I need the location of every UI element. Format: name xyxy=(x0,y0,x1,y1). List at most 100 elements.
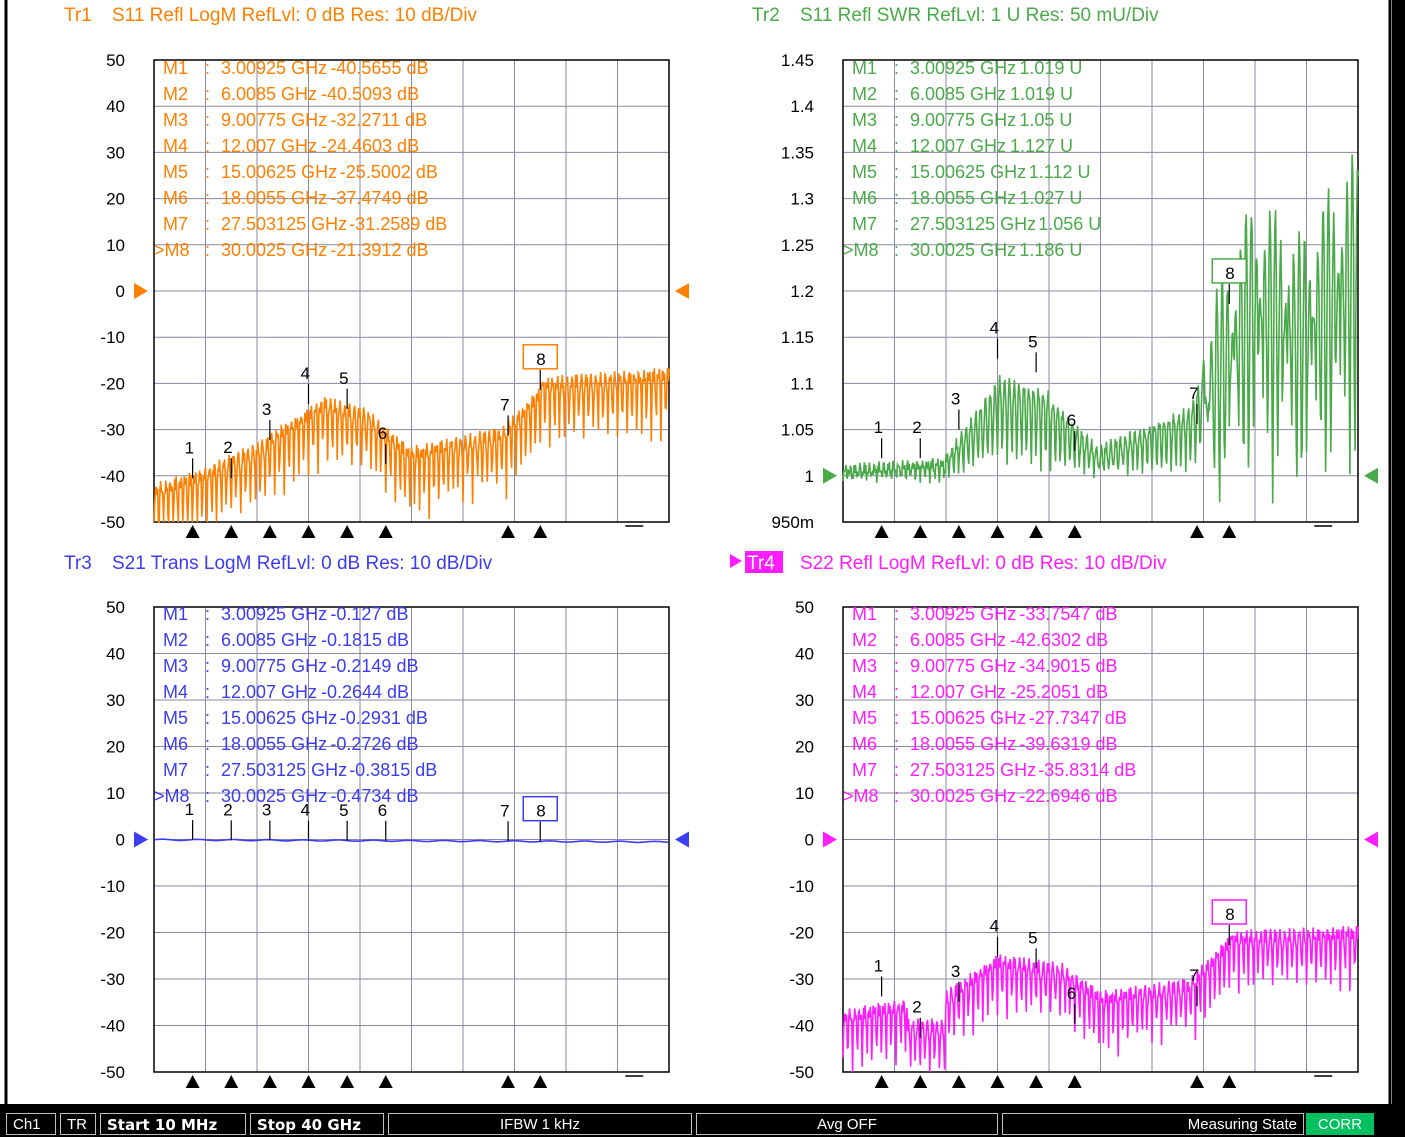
marker-list-frequency: 6.0085 GHz xyxy=(910,630,1006,650)
marker-list-frequency: 6.0085 GHz xyxy=(221,630,317,650)
grid xyxy=(843,607,1358,1072)
marker-position-triangle xyxy=(1067,525,1082,538)
marker-number: 8 xyxy=(1225,264,1234,283)
marker-number: 3 xyxy=(951,390,960,409)
y-tick-label: 1.15 xyxy=(781,328,814,347)
marker-number: 2 xyxy=(223,800,232,819)
marker-position-triangle xyxy=(501,1075,516,1088)
markers: 1 2 3 4 5 6 7 8 xyxy=(874,258,1247,538)
marker-list-value: -32.2711 dB xyxy=(330,110,427,130)
marker-number: 5 xyxy=(339,369,348,388)
trace-description: S11 Refl LogM RefLvl: 0 dB Res: 10 dB/Di… xyxy=(112,5,478,26)
marker-list-label: M3 xyxy=(163,656,188,676)
marker-list-separator: : xyxy=(894,604,899,624)
marker-list-frequency: 15.00625 GHz xyxy=(910,708,1026,728)
y-tick-label: -10 xyxy=(100,877,125,896)
y-tick-label: 50 xyxy=(795,598,814,617)
marker-box xyxy=(522,344,558,370)
y-tick-label: -30 xyxy=(789,970,814,989)
marker-list-label: M6 xyxy=(163,188,188,208)
marker-list-frequency: 18.0055 GHz xyxy=(221,734,327,754)
marker-number: 2 xyxy=(912,418,921,437)
marker-position-triangle xyxy=(301,525,316,538)
trace-line xyxy=(842,925,1359,1073)
correction-indicator[interactable]: CORR xyxy=(1306,1113,1374,1135)
trace-description: S11 Refl SWR RefLvl: 1 U Res: 50 mU/Div xyxy=(800,5,1159,26)
marker-list-label: M2 xyxy=(852,630,877,650)
reference-level-arrow-left xyxy=(823,467,837,484)
trace-mode-indicator[interactable]: TR xyxy=(60,1113,96,1135)
y-tick-label: 50 xyxy=(106,51,125,70)
marker-list-value: 1.019 U xyxy=(1010,84,1073,104)
marker-list-separator: : xyxy=(894,786,899,806)
marker-list-label: M1 xyxy=(163,604,188,624)
channel-indicator[interactable]: Ch1 xyxy=(6,1113,56,1135)
markers: 1 2 3 4 5 6 7 8 xyxy=(185,344,558,538)
trace-title: Tr2 S11 Refl SWR RefLvl: 1 U Res: 50 mU/D… xyxy=(752,5,1159,26)
y-tick-label: 30 xyxy=(795,691,814,710)
reference-level-arrow-right xyxy=(675,283,689,299)
marker-list-value: 1.127 U xyxy=(1010,136,1073,156)
marker-list-value: -39.6319 dB xyxy=(1019,734,1117,754)
markers: 1 2 3 4 5 6 7 8 xyxy=(874,899,1247,1088)
y-tick-label: 1.4 xyxy=(790,97,814,116)
marker-position-triangle xyxy=(340,525,355,538)
marker-number: 4 xyxy=(301,364,310,383)
marker-list-label: M1 xyxy=(163,58,188,78)
y-tick-label: 10 xyxy=(795,784,814,803)
y-tick-label: -10 xyxy=(100,328,125,347)
marker-box xyxy=(1211,899,1247,925)
marker-list-label: >M8 xyxy=(843,240,879,260)
marker-position-triangle xyxy=(185,525,200,538)
marker-position-triangle xyxy=(913,525,928,538)
marker-list-label: M2 xyxy=(163,630,188,650)
marker-number: 1 xyxy=(874,418,883,437)
ifbw-indicator[interactable]: IFBW 1 kHz xyxy=(388,1113,692,1135)
marker-list-label: M5 xyxy=(163,708,188,728)
trace-description: S21 Trans LogM RefLvl: 0 dB Res: 10 dB/D… xyxy=(112,553,493,574)
marker-number: 8 xyxy=(536,802,545,821)
marker-list-separator: : xyxy=(205,630,210,650)
marker-list-value: -31.2589 dB xyxy=(349,214,447,234)
stop-frequency[interactable]: Stop 40 GHz xyxy=(250,1113,384,1135)
marker-list-frequency: 9.00775 GHz xyxy=(221,656,327,676)
marker-list-value: 1.112 U xyxy=(1029,162,1091,182)
marker-list-label: M7 xyxy=(852,760,877,780)
marker-list-separator: : xyxy=(205,656,210,676)
averaging-indicator[interactable]: Avg OFF xyxy=(696,1113,998,1135)
y-tick-label: -40 xyxy=(789,1017,814,1036)
marker-number: 8 xyxy=(1225,905,1234,924)
marker-list-separator: : xyxy=(205,760,210,780)
marker-list-separator: : xyxy=(205,240,210,260)
marker-number: 1 xyxy=(185,438,194,457)
marker-list-separator: : xyxy=(894,734,899,754)
start-frequency[interactable]: Start 10 MHz xyxy=(100,1113,246,1135)
marker-list-value: -33.7547 dB xyxy=(1019,604,1117,624)
marker-list-value: -37.4749 dB xyxy=(330,188,428,208)
y-tick-label: 1.35 xyxy=(781,143,814,162)
marker-number: 6 xyxy=(1067,984,1076,1003)
marker-position-triangle xyxy=(533,525,548,538)
marker-list-frequency: 18.0055 GHz xyxy=(910,734,1016,754)
reference-level-arrow-left xyxy=(134,283,148,299)
marker-list-separator: : xyxy=(205,188,210,208)
y-tick-label: 50 xyxy=(106,598,125,617)
marker-list-separator: : xyxy=(894,760,899,780)
diagram-frame xyxy=(842,606,1359,1073)
marker-list-separator: : xyxy=(205,136,210,156)
marker-list-frequency: 30.0025 GHz xyxy=(221,786,327,806)
reference-level-arrow-right xyxy=(1364,467,1378,484)
y-tick-label: -40 xyxy=(100,467,125,486)
marker-list-separator: : xyxy=(894,656,899,676)
marker-position-triangle xyxy=(874,1075,889,1088)
marker-position-triangle xyxy=(224,525,239,538)
marker-list-frequency: 27.503125 GHz xyxy=(910,214,1036,234)
marker-list-value: -40.5655 dB xyxy=(330,58,428,78)
trace-diagram-tr1: 50 40 30 20 10 0 -10 -20 -30 -40 -50 Tr1 S11 Refl Lo… xyxy=(64,5,689,538)
marker-number: 7 xyxy=(500,801,509,820)
marker-list-label: M5 xyxy=(852,162,877,182)
marker-number: 8 xyxy=(536,350,545,369)
marker-list-label: M3 xyxy=(852,656,877,676)
y-tick-label: -20 xyxy=(789,924,814,943)
